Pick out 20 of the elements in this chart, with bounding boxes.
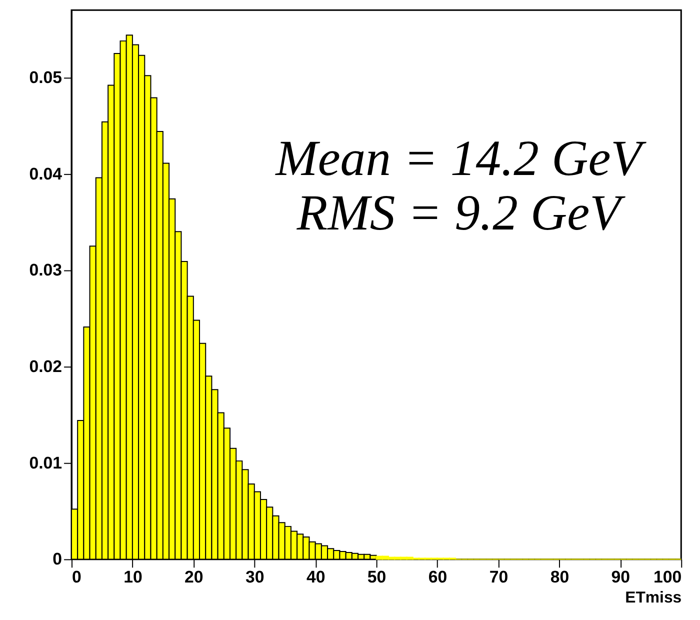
x-tick-label: 70 bbox=[489, 568, 508, 587]
x-tick-label: 80 bbox=[550, 568, 570, 587]
x-tick-label: 30 bbox=[245, 568, 264, 587]
x-tick-label: 10 bbox=[124, 568, 142, 587]
y-tick-label: 0.05 bbox=[29, 68, 62, 88]
y-tick-label: 0 bbox=[52, 550, 62, 569]
x-tick-label: 40 bbox=[306, 568, 326, 587]
x-tick-label: 90 bbox=[611, 568, 630, 587]
x-tick-label: 60 bbox=[428, 568, 448, 587]
x-tick-label: 20 bbox=[184, 568, 204, 587]
annotation: RMS = 9.2 GeV bbox=[296, 184, 626, 241]
x-axis-title: ETmiss bbox=[625, 589, 682, 606]
y-tick-label: 0.04 bbox=[29, 164, 63, 184]
x-tick-label: 100 bbox=[653, 568, 682, 587]
y-tick-label: 0.02 bbox=[29, 356, 62, 376]
y-tick-label: 0.01 bbox=[29, 453, 62, 472]
x-tick-label: 0 bbox=[72, 568, 82, 587]
annotation: Mean = 14.2 GeV bbox=[274, 130, 647, 186]
x-tick-label: 50 bbox=[367, 568, 386, 587]
y-tick-label: 0.03 bbox=[29, 260, 62, 280]
